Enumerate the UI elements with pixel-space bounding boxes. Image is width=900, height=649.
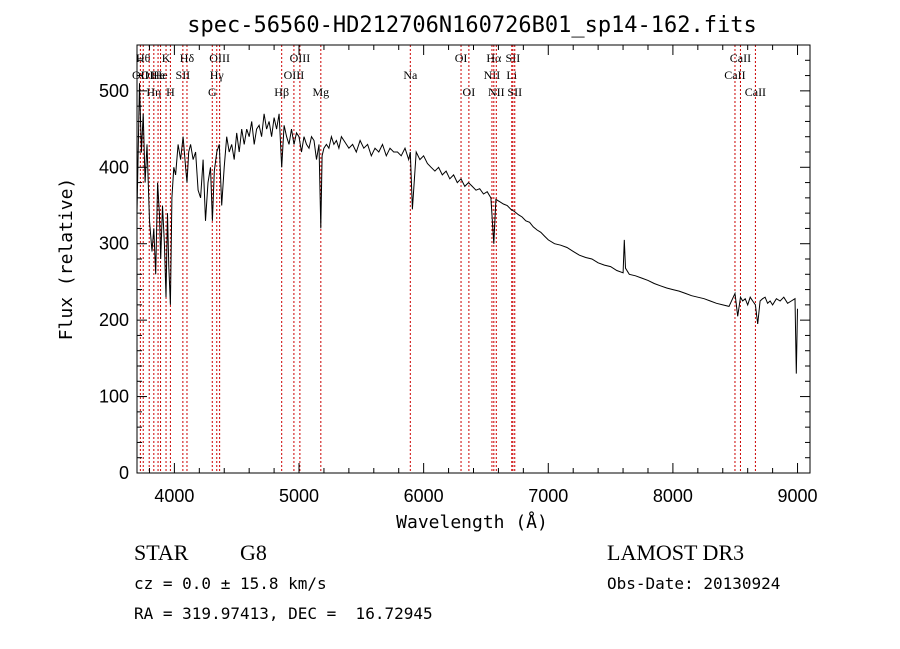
spectral-line-label: He [154, 68, 168, 82]
y-axis: 0 100 200 300 400 500 [99, 44, 810, 483]
coordinates: RA = 319.97413, DEC = 16.72945 [134, 604, 433, 623]
x-tick-label: 6000 [404, 486, 444, 506]
object-subclass: G8 [240, 540, 267, 565]
x-tick-label: 9000 [778, 486, 818, 506]
x-axis: 4000 5000 6000 7000 8000 9000 [148, 45, 818, 506]
spectral-line-label: SII [507, 85, 522, 99]
spectral-line-label: OIII [290, 51, 311, 65]
spectral-line-label: NII [488, 85, 505, 99]
spectral-line-label: CaII [730, 51, 751, 65]
y-tick-label: 400 [99, 157, 129, 177]
plot-frame [136, 44, 811, 474]
spectral-line-label: Hγ [210, 68, 225, 82]
x-tick-label: 7000 [528, 486, 568, 506]
spectral-line-label: Mg [312, 85, 329, 99]
spectral-line-markers: OIIHθOIIHηHeHeKHSIIHδGHγOIIIHβOIIIOIIIMg… [132, 45, 766, 473]
spectral-line-label: CaII [724, 68, 745, 82]
spectral-line-label: OIII [209, 51, 230, 65]
spectrum-chart: spec-56560-HD212706N160726B01_sp14-162.f… [56, 13, 818, 533]
spectral-line-label: OIII [284, 68, 305, 82]
spectral-line-label: OI [455, 51, 468, 65]
spectral-line-label: G [208, 85, 217, 99]
spectral-line-label: Li [506, 68, 517, 82]
redshift-cz: cz = 0.0 ± 15.8 km/s [134, 574, 327, 593]
observation-date: Obs-Date: 20130924 [607, 574, 781, 593]
y-tick-label: 300 [99, 234, 129, 254]
spectrum-series-line [136, 83, 798, 374]
spectral-line-label: SII [176, 68, 191, 82]
spectral-line-label: CaII [745, 85, 766, 99]
spectral-line-label: SII [506, 51, 521, 65]
x-tick-label: 8000 [653, 486, 693, 506]
spectral-line-label: OII [132, 68, 149, 82]
x-axis-label: Wavelength (Å) [396, 511, 548, 533]
spectral-line-label: He [151, 68, 165, 82]
y-tick-label: 0 [119, 463, 129, 483]
spectral-line-label: Hδ [180, 51, 195, 65]
y-tick-label: 500 [99, 81, 129, 101]
object-class: STAR [134, 540, 189, 565]
spectral-line-label: H [166, 85, 175, 99]
y-tick-label: 200 [99, 310, 129, 330]
x-tick-label: 4000 [154, 486, 194, 506]
spectral-line-label: Hβ [274, 85, 289, 99]
chart-title: spec-56560-HD212706N160726B01_sp14-162.f… [187, 13, 757, 38]
spectral-line-label: NII [484, 68, 501, 82]
spectral-line-label: Na [403, 68, 418, 82]
x-tick-label: 5000 [279, 486, 319, 506]
spectral-line-label: OI [463, 85, 476, 99]
spectral-line-label: Hη [146, 85, 161, 99]
y-axis-label: Flux (relative) [56, 178, 77, 341]
y-tick-label: 100 [99, 387, 129, 407]
spectral-line-label: Hα [486, 51, 502, 65]
spectral-line-label: Hθ [136, 51, 151, 65]
survey-name: LAMOST DR3 [607, 540, 745, 565]
spectral-line-label: K [162, 51, 171, 65]
